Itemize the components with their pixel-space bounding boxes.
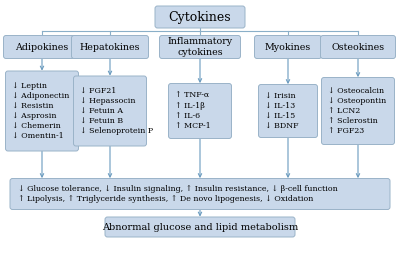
FancyBboxPatch shape xyxy=(72,35,148,59)
Text: Adipokines: Adipokines xyxy=(15,42,69,52)
Text: ↓ Leptin
↓ Adiponectin
↓ Resistin
↓ Asprosin
↓ Chemerin
↓ Omentin-1: ↓ Leptin ↓ Adiponectin ↓ Resistin ↓ Aspr… xyxy=(12,82,69,140)
FancyBboxPatch shape xyxy=(155,6,245,28)
FancyBboxPatch shape xyxy=(6,71,78,151)
FancyBboxPatch shape xyxy=(258,85,318,138)
Text: Inflammatory
cytokines: Inflammatory cytokines xyxy=(168,37,232,57)
FancyBboxPatch shape xyxy=(254,35,322,59)
FancyBboxPatch shape xyxy=(168,83,232,138)
Text: ↓ FGF21
↓ Hepassocin
↓ Fetuin A
↓ Fetuin B
↓ Selenoprotein P: ↓ FGF21 ↓ Hepassocin ↓ Fetuin A ↓ Fetuin… xyxy=(80,87,153,135)
FancyBboxPatch shape xyxy=(74,76,146,146)
Text: ↑ TNF-α
↑ IL-1β
↑ IL-6
↑ MCP-1: ↑ TNF-α ↑ IL-1β ↑ IL-6 ↑ MCP-1 xyxy=(175,92,211,130)
Text: Osteokines: Osteokines xyxy=(332,42,384,52)
Text: Abnormal glucose and lipid metabolism: Abnormal glucose and lipid metabolism xyxy=(102,222,298,232)
FancyBboxPatch shape xyxy=(320,35,396,59)
Text: Myokines: Myokines xyxy=(265,42,311,52)
Text: ↓ Osteocalcin
↓ Osteopontin
↑ LCN2
↑ Sclerostin
↑ FGF23: ↓ Osteocalcin ↓ Osteopontin ↑ LCN2 ↑ Scl… xyxy=(328,87,386,135)
FancyBboxPatch shape xyxy=(160,35,240,59)
FancyBboxPatch shape xyxy=(10,179,390,210)
Text: Hepatokines: Hepatokines xyxy=(80,42,140,52)
FancyBboxPatch shape xyxy=(105,217,295,237)
FancyBboxPatch shape xyxy=(322,78,394,145)
Text: Cytokines: Cytokines xyxy=(169,11,231,23)
FancyBboxPatch shape xyxy=(4,35,80,59)
Text: ↓ Glucose tolerance, ↓ Insulin signaling, ↑ Insulin resistance, ↓ β-cell functio: ↓ Glucose tolerance, ↓ Insulin signaling… xyxy=(18,185,337,203)
Text: ↓ Irisin
↓ IL-13
↓ IL-15
↓ BDNF: ↓ Irisin ↓ IL-13 ↓ IL-15 ↓ BDNF xyxy=(265,92,298,130)
